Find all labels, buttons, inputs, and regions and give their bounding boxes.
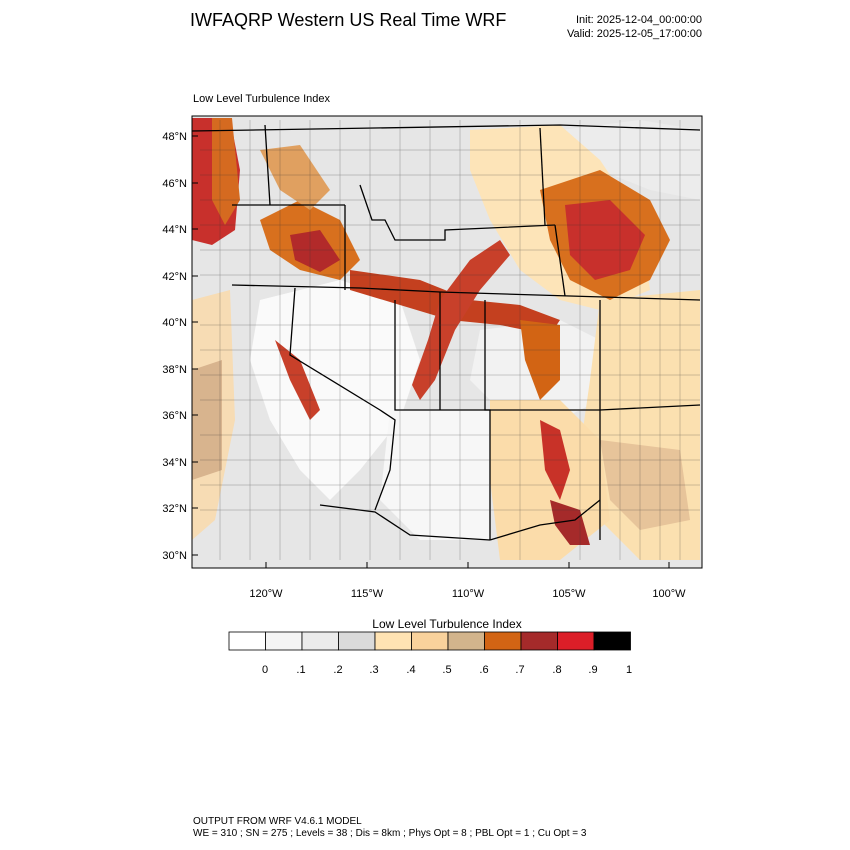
- footer-line-config: WE = 310 ; SN = 275 ; Levels = 38 ; Dis …: [193, 828, 587, 839]
- lat-labels: 48°N 46°N 44°N 42°N 40°N 38°N 36°N 34°N …: [162, 131, 187, 562]
- lon-label: 120°W: [249, 588, 283, 600]
- colorbar-box: [228, 631, 266, 651]
- lat-label: 42°N: [162, 271, 187, 283]
- colorbar-label: .5: [442, 664, 451, 676]
- colorbar-box: [484, 631, 522, 651]
- colorbar-box: [265, 631, 303, 651]
- colorbar-box: [374, 631, 412, 651]
- lat-label: 46°N: [162, 178, 187, 190]
- colorbar-box: [447, 631, 485, 651]
- lon-label: 105°W: [552, 588, 586, 600]
- colorbar-label: .8: [552, 664, 561, 676]
- state-boundaries: [192, 124, 701, 541]
- map-frame: [191, 115, 703, 569]
- colorbar-box: [520, 631, 558, 651]
- lat-label: 30°N: [162, 550, 187, 562]
- init-valid-times: Init: 2025-12-04_00:00:00 Valid: 2025-12…: [567, 13, 702, 41]
- colorbar-box: [411, 631, 449, 651]
- lon-label: 100°W: [652, 588, 686, 600]
- colorbar-label: .4: [406, 664, 415, 676]
- county-boundaries: [200, 120, 700, 560]
- colorbar-label: .1: [296, 664, 305, 676]
- lat-ticks: [192, 135, 198, 556]
- main-title: IWFAQRP Western US Real Time WRF: [190, 10, 507, 30]
- footer: OUTPUT FROM WRF V4.6.1 MODEL WE = 310 ; …: [193, 816, 586, 840]
- colorbar-label: .7: [515, 664, 524, 676]
- lat-label: 38°N: [162, 364, 187, 376]
- colorbar-box: [557, 631, 595, 651]
- colorbar-label: .3: [369, 664, 378, 676]
- colorbar-box: [301, 631, 339, 651]
- colorbar-label: .2: [333, 664, 342, 676]
- lon-ticks: [265, 562, 670, 568]
- lat-label: 48°N: [162, 131, 187, 143]
- colorbar-labels: 0 .1 .2 .3 .4 .5 .6 .7 .8 .9 1: [262, 664, 632, 676]
- colorbar: [228, 631, 631, 651]
- init-time: Init: 2025-12-04_00:00:00: [576, 14, 702, 26]
- colorbar-label: .9: [588, 664, 597, 676]
- lon-label: 115°W: [351, 588, 384, 600]
- lat-label: 36°N: [162, 410, 187, 422]
- colorbar-box: [593, 631, 631, 651]
- valid-time: Valid: 2025-12-05_17:00:00: [567, 28, 702, 40]
- lon-labels: 120°W 115°W 110°W 105°W 100°W: [249, 588, 686, 600]
- footer-line-model: OUTPUT FROM WRF V4.6.1 MODEL: [193, 816, 362, 827]
- colorbar-box: [338, 631, 376, 651]
- lat-label: 40°N: [162, 317, 187, 329]
- lon-label: 110°W: [452, 588, 485, 600]
- lat-label: 34°N: [162, 457, 187, 469]
- colorbar-label: 1: [626, 664, 632, 676]
- lat-label: 44°N: [162, 224, 187, 236]
- lat-label: 32°N: [162, 503, 187, 515]
- colorbar-title: Low Level Turbulence Index: [372, 617, 521, 631]
- panel-title: Low Level Turbulence Index: [193, 93, 330, 105]
- colorbar-label: .6: [479, 664, 488, 676]
- colorbar-label: 0: [262, 664, 268, 676]
